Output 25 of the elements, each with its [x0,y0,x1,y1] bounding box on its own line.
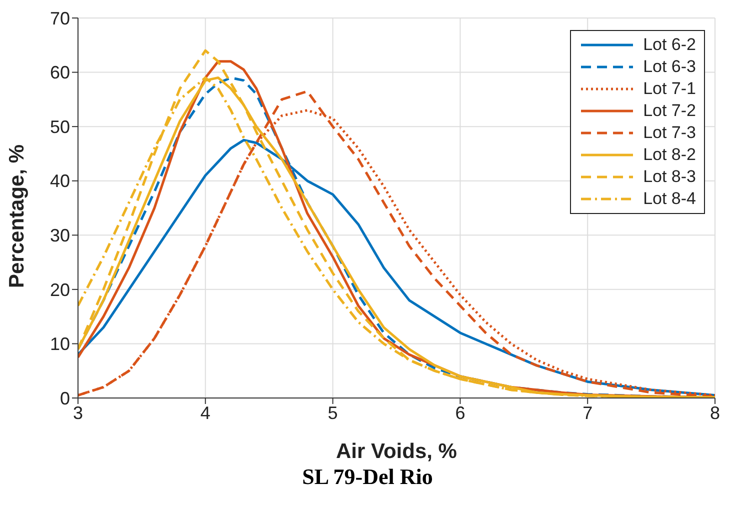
legend-label: Lot 8-4 [643,188,696,210]
legend-label: Lot 7-3 [643,122,696,144]
y-tick-label: 70 [50,8,70,28]
y-tick-label: 40 [50,171,70,192]
x-tick-label: 5 [328,402,338,423]
y-tick-label: 20 [50,280,70,300]
legend-label: Lot 7-2 [643,100,696,122]
y-tick-label: 10 [50,334,70,354]
x-tick-label: 8 [710,402,720,423]
legend-label: Lot 8-3 [643,166,696,188]
x-tick-label: 6 [455,402,466,423]
legend-label: Lot 6-3 [643,56,696,78]
y-tick-label: 0 [60,388,70,408]
y-tick-label: 50 [50,116,70,137]
x-tick-label: 3 [72,402,84,423]
y-tick-label: 30 [50,226,70,246]
x-tick-label: 4 [200,402,210,423]
legend-label: Lot 6-2 [643,34,696,56]
legend-label: Lot 8-2 [643,144,696,166]
legend-label: Lot 7-1 [643,78,696,100]
x-axis-title: Air Voids, % [336,440,458,463]
text: SL 79-Del Rio [301,464,434,490]
y-tick-label: 60 [50,62,70,83]
y-axis-title: Percentage, % [5,144,28,288]
x-tick-label: 7 [582,402,593,423]
